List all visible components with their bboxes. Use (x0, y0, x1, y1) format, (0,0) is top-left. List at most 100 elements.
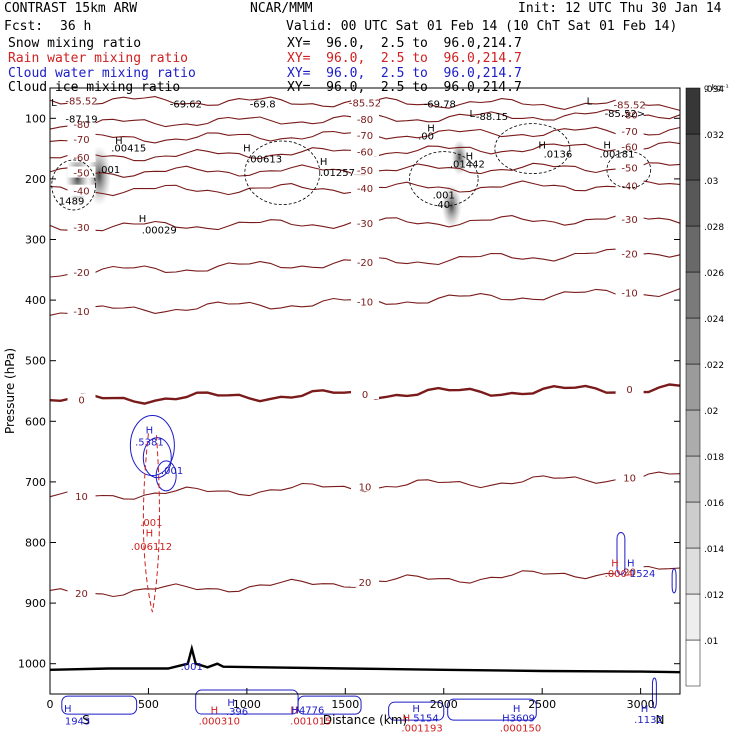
legend-cloudwater-label: Cloud water mixing ratio (8, 66, 196, 81)
field-annotation: -85.52> (605, 109, 646, 120)
isotherm-label: -30 (357, 219, 373, 230)
isotherm-label-bg (351, 575, 379, 587)
field-annotation: -88.15 (476, 112, 508, 123)
x-tick-label: 1500 (331, 698, 359, 711)
isotherm-layer: -85.52 -85.52 -85.52-80 -80 -80-70 -70 -70-60-… (49, 94, 681, 600)
isotherm-line (49, 471, 681, 500)
cloud-water-contour (142, 437, 172, 479)
snow-shade-blob (441, 184, 462, 229)
isotherm-label: -10 (621, 289, 637, 300)
isotherm-label: -85.52 (65, 96, 97, 107)
isotherm-label: -70 (621, 127, 637, 138)
isotherm-label-bg (67, 489, 96, 501)
isotherm-label-bg (351, 112, 379, 124)
legend-rain-label: Rain water mixing ratio (8, 51, 189, 66)
isotherm-label: 10 (75, 492, 88, 503)
isotherm-label-bg (351, 256, 379, 268)
legend-snow-xy: XY= 96.0, 2.5 to 96.0,214.7 (287, 36, 522, 51)
cloud-water-contour (129, 415, 175, 477)
y-tick-label: 200 (25, 173, 46, 186)
field-annotation: .00 (418, 132, 434, 143)
field-annotation: .001015 (290, 716, 331, 727)
field-annotation: 1489 (59, 196, 84, 207)
x-end-label-right: N (656, 713, 665, 727)
field-annotation: .00415 (111, 144, 146, 155)
y-tick-label: 600 (25, 415, 46, 428)
field-annotation: .0136 (544, 150, 573, 161)
isotherm-label-bg (351, 388, 379, 400)
cloud-ice-contour (494, 123, 571, 175)
field-annotation: H (412, 704, 420, 715)
colorbar-swatch (685, 455, 701, 503)
field-annotation: H (243, 144, 251, 155)
field-annotation: .5381 (135, 438, 164, 449)
y-tick-label: 700 (25, 476, 46, 489)
field-annotation: H (139, 214, 147, 225)
legend-snow-label: Snow mixing ratio (8, 36, 142, 51)
field-annotation: H4776 (291, 705, 324, 716)
x-tick-label: 2500 (528, 698, 556, 711)
isotherm-label: -30 (621, 215, 637, 226)
isotherm-label-bg (615, 382, 644, 394)
field-annotation: L (51, 98, 57, 109)
plot-frame (49, 87, 681, 695)
colorbar-swatch (685, 133, 701, 181)
legend-cloudwater-xy: XY= 96.0, 2.5 to 96.0,214.7 (287, 66, 522, 81)
colorbar-tick-label: .03 (704, 177, 718, 187)
field-annotation: L (587, 96, 593, 107)
isotherm-label-bg (351, 295, 379, 307)
rain-water-contour (142, 433, 160, 613)
snow-shade-blob (451, 139, 468, 176)
colorbar-swatch (685, 547, 701, 595)
field-annotation: .00181 (600, 150, 635, 161)
field-annotation: H (603, 141, 611, 152)
isotherm-label: -30 (73, 223, 89, 234)
colorbar-tick-label: .022 (704, 361, 724, 371)
field-annotation: 5154 (413, 713, 438, 724)
colorbar-tick-label: .01 (704, 637, 718, 647)
field-annotation: H (627, 559, 635, 570)
isotherm-label-bg (615, 125, 644, 137)
isotherm-label: -10 (357, 298, 373, 309)
isotherm-label-bg (351, 145, 379, 157)
field-annotation: .001 (433, 190, 455, 201)
isotherm-label-bg (67, 220, 96, 232)
isotherm-label-bg (351, 480, 379, 492)
field-annotation: 40 (437, 200, 450, 211)
field-annotation: H (611, 559, 619, 570)
y-tick-label: 400 (25, 294, 46, 307)
isotherm-label-bg (67, 166, 96, 178)
isotherm-label: -40 (621, 181, 637, 192)
field-annotation: -69.62 (170, 99, 202, 110)
field-annotation: H (211, 705, 219, 716)
low-cloud-contour (671, 568, 677, 594)
colorbar-tick-label: .014 (704, 545, 724, 555)
cloud-ice-contour (606, 151, 652, 189)
colorbar-swatch (685, 87, 701, 135)
field-annotation: H3609 (502, 713, 535, 724)
isotherm-label-bg (351, 128, 379, 140)
field-annotation: H (538, 141, 546, 152)
isotherm-label-bg (67, 94, 96, 106)
isotherm-label-bg (67, 133, 96, 145)
field-annotation: -69.78 (424, 99, 456, 110)
colorbar-swatch (685, 639, 701, 687)
y-tick-label: 300 (25, 234, 46, 247)
x-tick-label: 3000 (627, 698, 655, 711)
low-cloud-contour (651, 677, 657, 709)
field-annotation: .001 (140, 518, 162, 529)
colorbar-swatch (685, 225, 701, 273)
isotherm-label-bg (615, 286, 644, 298)
colorbar-tick-label: .012 (704, 591, 724, 601)
isotherm-label: -60 (73, 153, 89, 164)
isotherm-label: -60 (621, 143, 637, 154)
field-annotation: .00029 (142, 225, 177, 236)
field-annotation: H (466, 152, 474, 163)
low-cloud-contour (447, 698, 537, 721)
y-tick-label: 500 (25, 355, 46, 368)
field-annotation: .006112 (131, 542, 172, 553)
isotherm-label: -20 (357, 258, 373, 269)
field-annotation: -87.19 (65, 115, 97, 126)
colorbar-swatch (685, 271, 701, 319)
